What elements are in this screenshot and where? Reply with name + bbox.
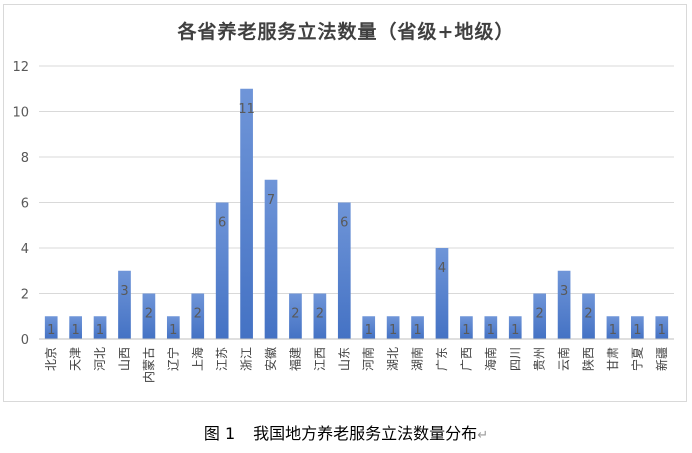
- x-tick-label: 上海: [190, 347, 205, 371]
- x-tick-label: 云南: [556, 347, 571, 371]
- bar: [508, 316, 522, 339]
- bar: [215, 202, 229, 339]
- data-label: 1: [462, 323, 470, 338]
- bar: [264, 179, 278, 339]
- bar: [386, 316, 400, 339]
- bar: [533, 293, 547, 339]
- bar: [337, 202, 351, 339]
- x-tick-label: 四川: [508, 347, 522, 371]
- bar: [313, 293, 327, 339]
- x-tick-label: 天津: [69, 347, 83, 371]
- x-tick-label: 江苏: [215, 347, 229, 371]
- bar: [191, 293, 205, 339]
- data-label: 1: [658, 323, 666, 338]
- x-tick-label: 湖南: [410, 347, 425, 371]
- bar: [118, 270, 131, 339]
- bar: [411, 316, 424, 339]
- x-tick-label: 陕西: [581, 347, 596, 371]
- data-label: 1: [365, 323, 373, 338]
- x-tick-label: 山东: [337, 347, 351, 371]
- x-tick-label: 江西: [313, 347, 327, 371]
- figure-number: 图 1: [203, 424, 236, 443]
- data-label: 2: [194, 307, 202, 322]
- y-tick-label: 2: [21, 288, 29, 303]
- x-tick-label: 甘肃: [606, 347, 620, 371]
- bar: [166, 316, 180, 339]
- bar-chart: 1 1 1321261172 261 1 141 1 12321 1 1 024681012北京天…: [12, 60, 674, 383]
- data-label: 1: [47, 323, 55, 338]
- bar: [484, 316, 498, 339]
- data-label: 2: [316, 307, 324, 322]
- data-label: 2: [536, 307, 544, 322]
- x-tick-label: 浙江: [240, 347, 254, 371]
- bar: [631, 316, 644, 339]
- bar: [362, 316, 376, 339]
- chart-frame: 各省养老服务立法数量（省级+地级） 1 1 1 3 2 1 2 6 11 7 2 2 6 1 1 1 4 1 1 1 2…: [3, 4, 687, 402]
- y-tick-label: 4: [21, 242, 29, 257]
- paragraph-return-mark: ↵: [477, 428, 489, 443]
- x-tick-label: 广西: [459, 347, 473, 371]
- data-label: 1: [609, 323, 617, 338]
- x-tick-label: 新疆: [654, 347, 669, 371]
- data-label: 6: [340, 216, 348, 231]
- data-label: 1: [633, 323, 641, 338]
- data-label: 1: [169, 323, 177, 338]
- data-label: 3: [120, 284, 128, 299]
- y-tick-label: 0: [21, 333, 29, 348]
- bar: [655, 316, 669, 339]
- x-tick-label: 辽宁: [165, 347, 180, 371]
- x-tick-label: 安徽: [263, 347, 278, 371]
- x-tick-label: 山西: [117, 347, 131, 371]
- data-label: 2: [145, 307, 153, 322]
- x-tick-label: 河北: [93, 347, 107, 371]
- data-label: 1: [96, 323, 104, 338]
- x-tick-label: 海南: [483, 347, 498, 371]
- bar: [557, 270, 571, 339]
- bar: [69, 316, 82, 339]
- x-tick-label: 河南: [361, 347, 376, 371]
- bar: [142, 293, 156, 339]
- data-label: 1: [413, 323, 421, 338]
- y-tick-label: 6: [21, 197, 29, 212]
- chart-title: 各省养老服务立法数量（省级+地级）: [177, 21, 515, 43]
- x-tick-label: 宁夏: [629, 347, 644, 371]
- bar: [240, 88, 253, 339]
- bar: [44, 316, 58, 339]
- data-label: 3: [560, 284, 568, 299]
- figure-caption: 图 1 我国地方养老服务立法数量分布↵: [0, 420, 692, 444]
- bar: [460, 316, 473, 339]
- data-label: 4: [438, 261, 446, 276]
- x-tick-label: 湖北: [385, 347, 400, 371]
- bar: [582, 293, 595, 339]
- y-tick-label: 10: [12, 106, 29, 121]
- data-label: 6: [218, 216, 226, 231]
- y-tick-label: 8: [21, 151, 29, 166]
- data-label: 11: [238, 102, 255, 117]
- x-tick-label: 北京: [44, 347, 58, 371]
- x-tick-label: 内蒙古: [141, 347, 156, 383]
- bar: [93, 316, 107, 339]
- data-label: 1: [389, 323, 397, 338]
- x-tick-label: 福建: [287, 347, 302, 371]
- x-tick-label: 贵州: [533, 347, 547, 371]
- data-label: 1: [487, 323, 495, 338]
- data-label: 2: [584, 307, 592, 322]
- y-tick-label: 12: [12, 60, 29, 75]
- bar: [289, 293, 302, 339]
- data-label: 1: [71, 323, 79, 338]
- data-label: 2: [291, 307, 299, 322]
- bar: [435, 248, 449, 339]
- data-label: 7: [267, 193, 275, 208]
- data-label: 1: [511, 323, 519, 338]
- x-tick-label: 广东: [435, 347, 449, 371]
- bar: [606, 316, 620, 339]
- figure-caption-text: 我国地方养老服务立法数量分布: [253, 424, 478, 443]
